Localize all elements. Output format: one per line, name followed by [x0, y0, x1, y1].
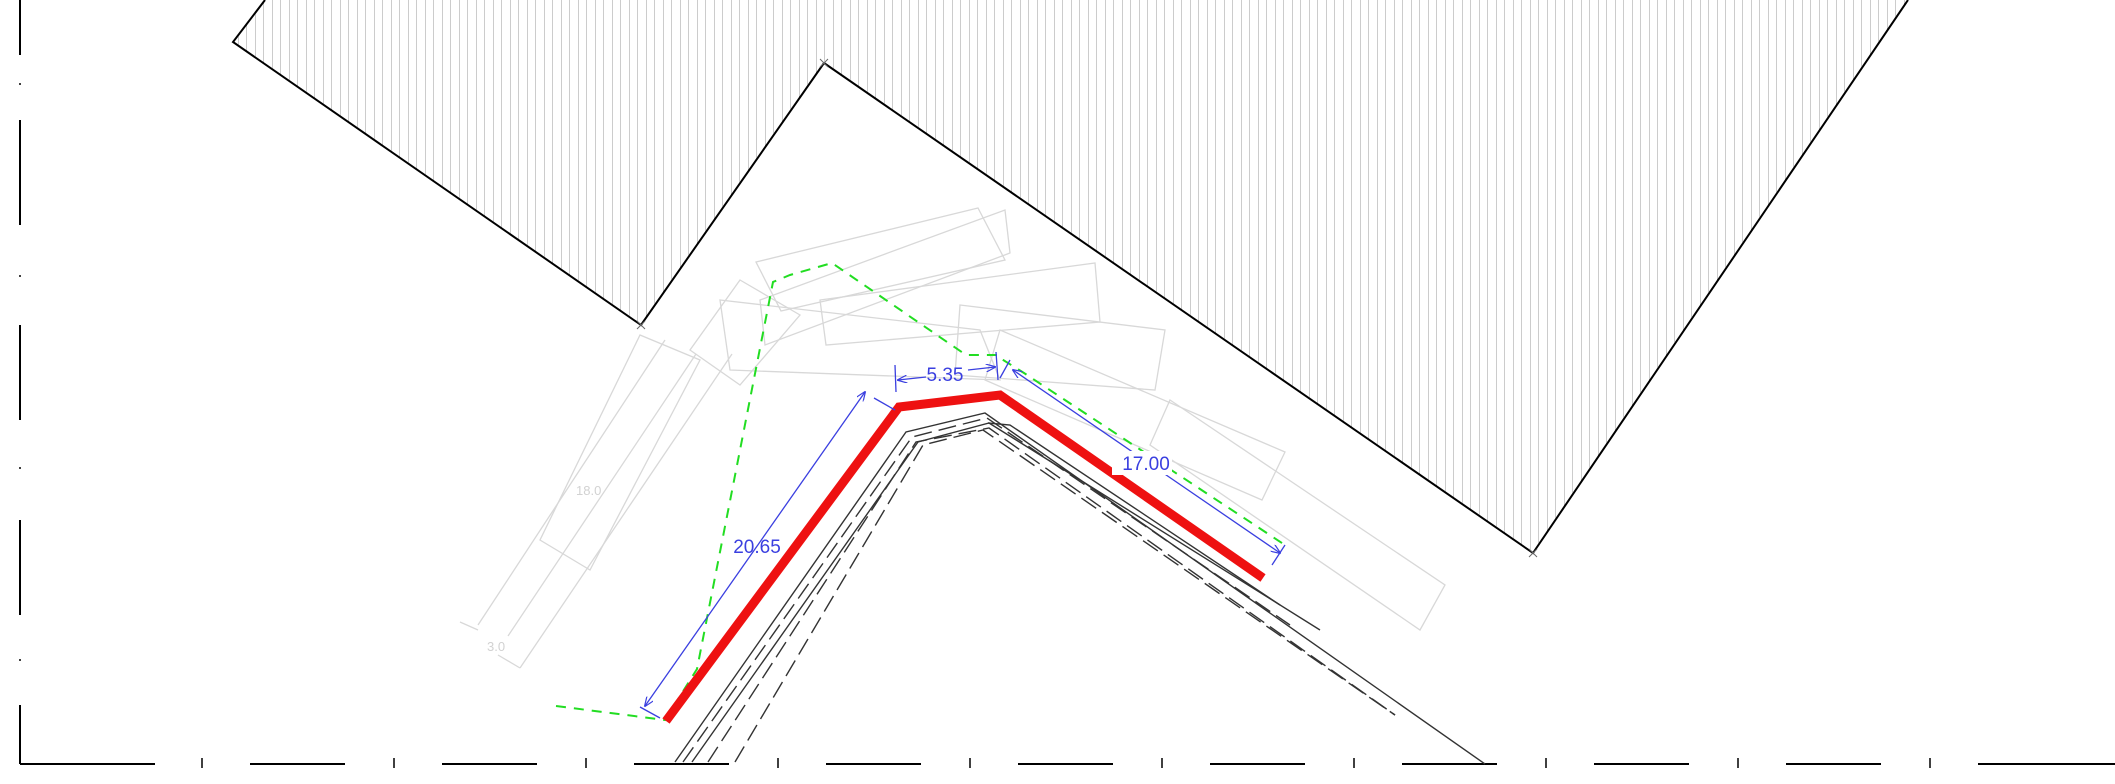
building-left [231, 0, 825, 327]
dimension-top-value: 5.35 [927, 365, 964, 386]
road-edge-lines [674, 412, 1486, 765]
dimension-top [894, 351, 999, 393]
corner-markers [636, 58, 1538, 558]
building-right [823, 0, 1909, 555]
site-boundary-dashed [555, 261, 1286, 722]
faint-offset-label: 3.0 [487, 639, 505, 654]
drawing-frame [19, 0, 2115, 768]
dimension-right-value: 17.00 [1122, 454, 1170, 475]
dimension-left-value: 20.65 [733, 537, 781, 558]
faint-length-label: 18.0 [576, 483, 601, 498]
dimension-left [639, 392, 896, 719]
faint-construction-lines [459, 207, 1446, 669]
